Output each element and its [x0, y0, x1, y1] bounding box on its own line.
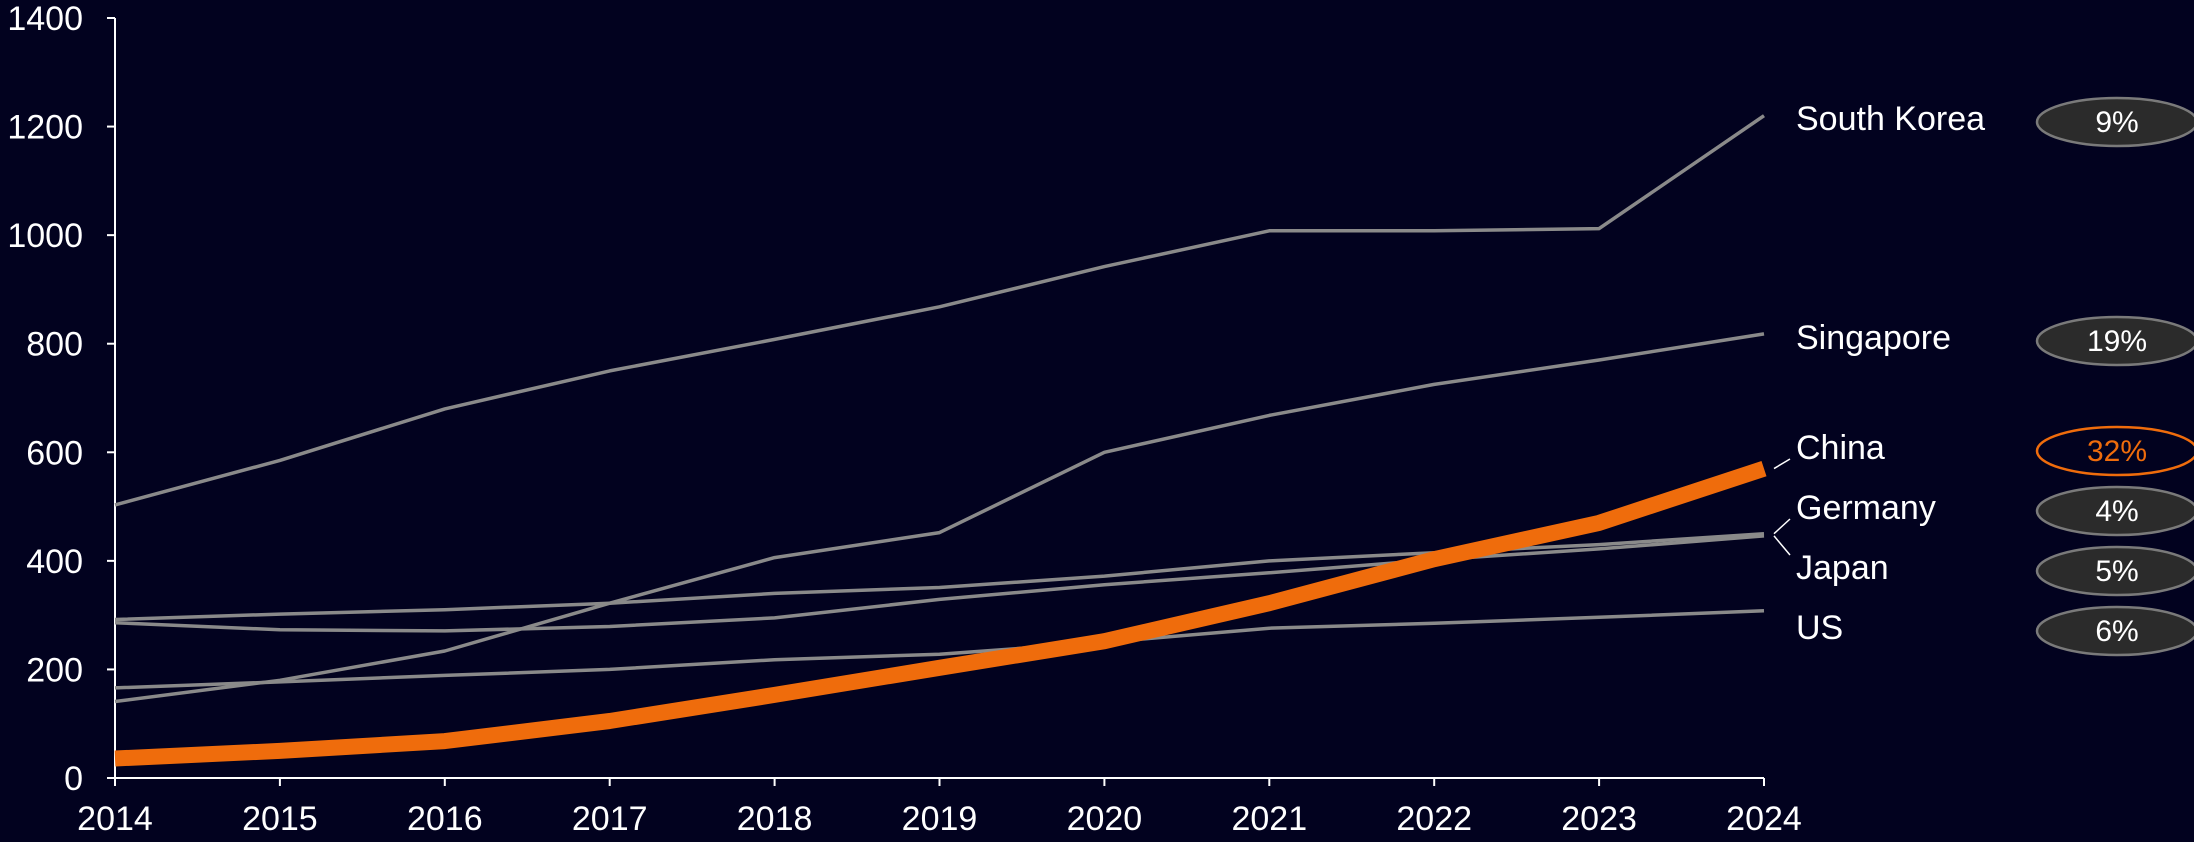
- badge-label-singapore: 19%: [2087, 325, 2147, 358]
- x-tick-label: 2019: [902, 800, 978, 838]
- badge-label-us: 6%: [2095, 615, 2138, 648]
- x-tick-label: 2020: [1067, 800, 1143, 838]
- series-lines: [114, 114, 1767, 767]
- badge-label-germany: 4%: [2095, 495, 2138, 528]
- x-tick-label: 2018: [737, 800, 813, 838]
- series-label-germany: Germany: [1796, 489, 1936, 527]
- badge-south-korea: [2035, 96, 2194, 148]
- x-tick-label: 2023: [1561, 800, 1637, 838]
- y-tick-label: 800: [26, 326, 83, 364]
- x-tick-label: 2016: [407, 800, 483, 838]
- y-tick-label: 400: [26, 543, 83, 581]
- x-tick-label: 2022: [1396, 800, 1472, 838]
- x-tick-label: 2017: [572, 800, 648, 838]
- x-tick-label: 2021: [1231, 800, 1307, 838]
- leader-line-china: [1773, 458, 1791, 470]
- y-axis-ticks: 0 200 400 600 800 1000 1200 1400: [7, 0, 115, 798]
- x-axis-ticks: 2014 2015 2016 2017 2018 2019 2020 2021 2022 2023…: [77, 778, 1802, 838]
- series-labels: South Korea 9% Singapore 19% China 32% Germany…: [1773, 96, 2194, 657]
- y-tick-label: 200: [26, 651, 83, 689]
- y-tick-label: 1400: [7, 0, 83, 38]
- badge-china: [2035, 425, 2194, 477]
- badge-label-china: 32%: [2087, 435, 2147, 468]
- x-tick-label: 2024: [1726, 800, 1802, 838]
- y-tick-label: 0: [64, 760, 83, 798]
- series-line-south-korea: [114, 114, 1765, 507]
- y-tick-label: 1000: [7, 217, 83, 255]
- badge-label-south-korea: 9%: [2095, 106, 2138, 139]
- series-label-south-korea: South Korea: [1796, 100, 1985, 138]
- leader-line-germany: [1773, 518, 1791, 535]
- series-label-china: China: [1796, 429, 1885, 467]
- y-tick-label: 600: [26, 434, 83, 472]
- x-tick-label: 2014: [77, 800, 153, 838]
- badge-singapore: [2035, 315, 2194, 367]
- series-line-us: [114, 609, 1765, 690]
- series-line-singapore: [114, 332, 1765, 704]
- badge-us: [2035, 605, 2194, 657]
- badge-label-japan: 5%: [2095, 555, 2138, 588]
- leader-line-japan: [1773, 535, 1791, 556]
- series-label-singapore: Singapore: [1796, 319, 1951, 357]
- badge-germany: [2035, 485, 2194, 537]
- y-tick-label: 1200: [7, 109, 83, 147]
- series-label-japan: Japan: [1796, 549, 1889, 587]
- x-tick-label: 2015: [242, 800, 318, 838]
- badge-japan: [2035, 545, 2194, 597]
- series-label-us: US: [1796, 609, 1843, 647]
- series-line-china: [114, 461, 1767, 767]
- series-line-japan: [114, 534, 1765, 633]
